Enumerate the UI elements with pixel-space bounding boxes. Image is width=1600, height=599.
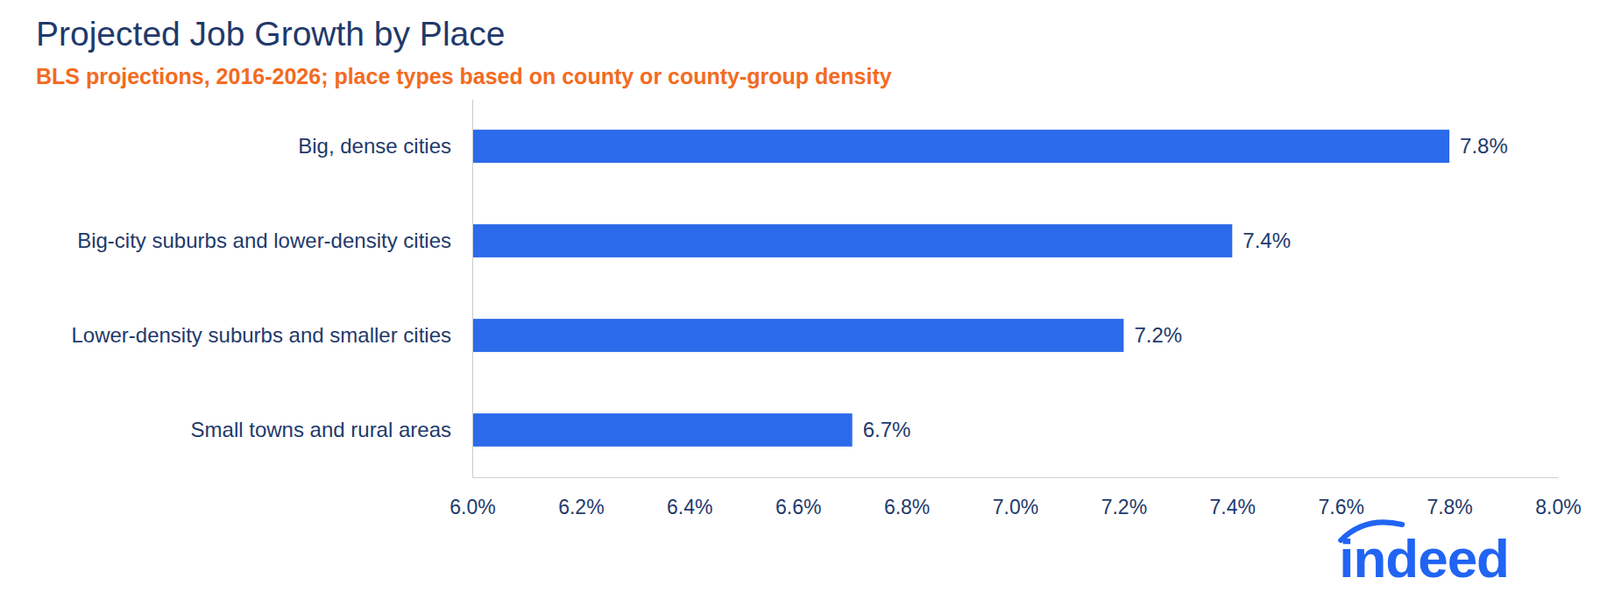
x-axis-line <box>473 477 1559 479</box>
logo: indeed <box>1338 522 1509 589</box>
y-axis: Big, dense cities Big-city suburbs and lo… <box>70 99 473 479</box>
bar <box>472 413 853 447</box>
bar <box>472 318 1124 353</box>
x-tick-label: 7.6% <box>1317 495 1364 519</box>
data-labels: 7.8% 7.4% 7.2% 6.7% <box>863 134 1508 442</box>
data-label: 7.4% <box>1242 228 1291 253</box>
chart-svg: Projected Job Growth by Place BLS project… <box>0 0 1600 599</box>
y-tick-label: Lower-density suburbs and smaller cities <box>70 323 452 347</box>
chart-container: Projected Job Growth by Place BLS project… <box>0 0 1600 599</box>
y-tick-label: Big-city suburbs and lower-density citie… <box>77 228 452 253</box>
x-tick-label: 7.0% <box>992 495 1039 519</box>
data-label: 6.7% <box>863 417 912 442</box>
x-tick: 7.6% <box>1317 477 1364 519</box>
x-tick-label: 6.2% <box>558 495 604 519</box>
x-tick: 7.8% <box>1426 477 1473 519</box>
x-tick: 6.0% <box>449 477 496 519</box>
bar <box>472 224 1232 258</box>
x-tick: 7.2% <box>1101 477 1147 519</box>
x-axis: 6.0% 6.2% 6.4% 6.6% 6.8% 7.0% 7.2% 7.4% 7.6% 7.8%… <box>449 477 1581 519</box>
subtitle: BLS projections, 2016-2026; place types … <box>35 63 893 89</box>
x-tick: 6.4% <box>666 477 713 519</box>
y-tick: Big, dense cities <box>297 134 473 158</box>
logo-text: indeed <box>1338 528 1509 589</box>
y-tick-label: Small towns and rural areas <box>191 417 452 442</box>
logo-arc <box>1340 522 1402 541</box>
x-tick-label: 7.8% <box>1426 495 1473 519</box>
x-tick: 7.0% <box>992 477 1039 519</box>
y-axis-line <box>472 99 474 479</box>
x-tick: 6.2% <box>558 477 604 519</box>
x-tick-label: 7.2% <box>1101 495 1147 519</box>
x-tick-label: 6.4% <box>666 495 713 519</box>
x-tick-label: 6.6% <box>775 495 822 519</box>
x-tick: 6.8% <box>884 477 930 519</box>
title: Projected Job Growth by Place <box>35 14 505 53</box>
x-tick-label: 6.0% <box>449 495 496 519</box>
data-label: 7.2% <box>1133 323 1183 347</box>
x-tick: 6.6% <box>775 477 822 519</box>
bar <box>472 129 1450 163</box>
x-tick: 7.4% <box>1210 477 1256 519</box>
y-tick-label: Big, dense cities <box>297 134 452 158</box>
y-tick: Small towns and rural areas <box>191 417 473 442</box>
data-label: 7.8% <box>1459 134 1508 158</box>
x-tick-label: 8.0% <box>1535 495 1581 519</box>
y-tick: Lower-density suburbs and smaller cities <box>70 323 473 347</box>
x-tick-label: 6.8% <box>884 495 930 519</box>
bars <box>472 129 1450 447</box>
x-tick: 8.0% <box>1535 477 1581 519</box>
x-tick-label: 7.4% <box>1210 495 1256 519</box>
y-tick: Big-city suburbs and lower-density citie… <box>77 228 473 253</box>
